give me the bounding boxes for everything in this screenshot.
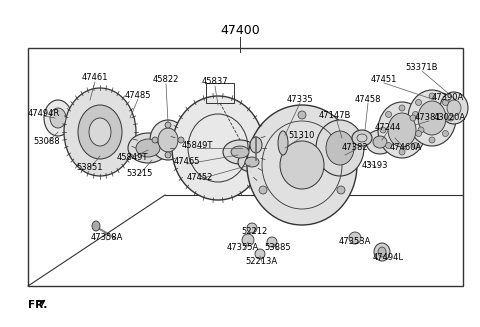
Ellipse shape (150, 120, 186, 160)
Ellipse shape (412, 143, 419, 148)
Text: 47485: 47485 (125, 91, 151, 99)
Ellipse shape (443, 99, 448, 105)
Ellipse shape (223, 140, 257, 164)
Text: 43193: 43193 (362, 161, 388, 169)
Ellipse shape (89, 118, 111, 146)
Ellipse shape (447, 100, 461, 116)
Text: 47494L: 47494L (372, 253, 404, 263)
Ellipse shape (385, 143, 392, 148)
Text: 52213A: 52213A (245, 256, 277, 266)
Ellipse shape (373, 136, 387, 148)
Ellipse shape (78, 105, 122, 159)
Text: 45849T: 45849T (116, 152, 148, 162)
Text: 47461: 47461 (82, 74, 108, 82)
Text: 47244: 47244 (375, 124, 401, 132)
Text: 53088: 53088 (34, 137, 60, 146)
Text: 53885: 53885 (264, 244, 291, 252)
Ellipse shape (247, 105, 357, 225)
Ellipse shape (416, 130, 421, 137)
Text: 45849T: 45849T (181, 141, 213, 149)
Ellipse shape (337, 186, 345, 194)
Text: 52212: 52212 (241, 228, 267, 236)
Ellipse shape (440, 92, 468, 124)
Ellipse shape (165, 122, 171, 128)
Ellipse shape (50, 108, 66, 128)
Ellipse shape (92, 221, 100, 231)
Ellipse shape (255, 249, 265, 259)
Ellipse shape (267, 237, 277, 247)
Ellipse shape (250, 137, 262, 153)
Ellipse shape (408, 90, 456, 146)
Ellipse shape (349, 232, 361, 244)
Text: 47335: 47335 (287, 95, 313, 105)
Ellipse shape (278, 131, 288, 155)
Bar (206, 83, 234, 103)
Ellipse shape (178, 137, 184, 143)
Text: 47390A: 47390A (432, 94, 464, 102)
Ellipse shape (242, 234, 254, 246)
Ellipse shape (44, 100, 72, 136)
Ellipse shape (448, 115, 454, 121)
Ellipse shape (418, 127, 424, 133)
Ellipse shape (231, 146, 249, 158)
Text: 47452: 47452 (187, 174, 213, 182)
Text: 47465: 47465 (174, 158, 200, 166)
Ellipse shape (158, 128, 178, 152)
Ellipse shape (385, 112, 392, 117)
Ellipse shape (366, 130, 394, 154)
Ellipse shape (378, 247, 386, 257)
Ellipse shape (245, 157, 259, 167)
Text: 47458: 47458 (355, 95, 381, 105)
Ellipse shape (443, 130, 448, 137)
Ellipse shape (388, 113, 416, 147)
Ellipse shape (374, 243, 390, 261)
Text: 45837: 45837 (202, 77, 228, 87)
Ellipse shape (378, 102, 426, 158)
Text: 53215: 53215 (127, 168, 153, 178)
Ellipse shape (352, 130, 372, 146)
Ellipse shape (172, 96, 264, 200)
Ellipse shape (128, 133, 168, 163)
Ellipse shape (380, 127, 386, 133)
Text: 45822: 45822 (153, 76, 179, 84)
Ellipse shape (399, 149, 405, 155)
Ellipse shape (429, 93, 435, 99)
Ellipse shape (165, 152, 171, 158)
Ellipse shape (298, 111, 306, 119)
Text: 53371B: 53371B (406, 63, 438, 73)
Ellipse shape (152, 137, 158, 143)
Text: 53851: 53851 (77, 163, 103, 171)
Ellipse shape (64, 88, 136, 176)
Ellipse shape (280, 141, 324, 189)
Text: 47358A: 47358A (91, 233, 123, 243)
Text: 51310: 51310 (289, 130, 315, 140)
Bar (28, 48, 463, 286)
Text: 47494R: 47494R (28, 109, 60, 117)
Text: 47355A: 47355A (227, 244, 259, 252)
Ellipse shape (238, 152, 266, 172)
Text: 43020A: 43020A (434, 113, 466, 123)
Text: 47460A: 47460A (390, 144, 422, 152)
Ellipse shape (399, 105, 405, 111)
Ellipse shape (316, 120, 364, 176)
Ellipse shape (416, 99, 421, 105)
Ellipse shape (326, 131, 354, 165)
Ellipse shape (136, 139, 160, 157)
Text: 47147B: 47147B (319, 111, 351, 119)
Text: 47381: 47381 (415, 113, 441, 123)
Text: 47382: 47382 (342, 144, 368, 152)
Ellipse shape (410, 115, 416, 121)
Text: 47400: 47400 (220, 24, 260, 37)
Text: FR.: FR. (28, 300, 48, 310)
Ellipse shape (247, 223, 257, 233)
Ellipse shape (412, 112, 419, 117)
Ellipse shape (259, 186, 267, 194)
Text: 47353A: 47353A (339, 237, 371, 247)
Ellipse shape (418, 101, 446, 135)
Text: 47451: 47451 (371, 76, 397, 84)
Ellipse shape (429, 137, 435, 143)
